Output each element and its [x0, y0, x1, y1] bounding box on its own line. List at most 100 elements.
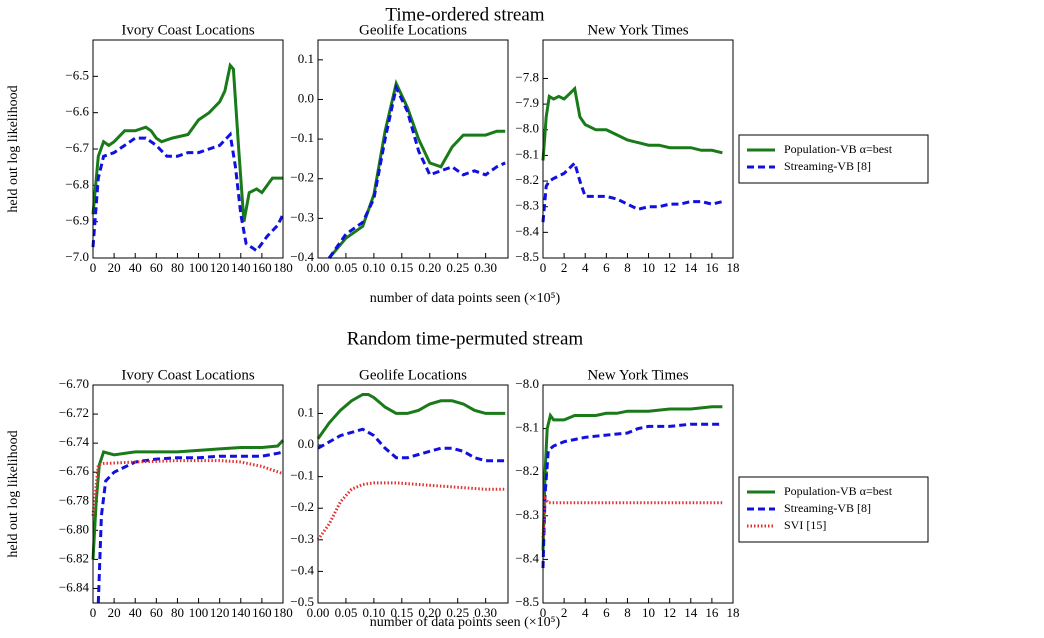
y-tick-label: −6.80 [59, 521, 89, 536]
legend-box [738, 134, 929, 184]
x-tick-label: 180 [273, 260, 293, 275]
series-line [541, 85, 723, 161]
x-tick-label: 0 [540, 260, 547, 275]
y-tick-label: −6.72 [59, 405, 89, 420]
subplot-title: Ivory Coast Locations [121, 367, 254, 383]
y-tick-label: 0.1 [298, 404, 314, 419]
series-line [317, 427, 506, 463]
x-tick-label: 4 [582, 605, 589, 620]
x-tick-label: 6 [603, 260, 610, 275]
x-tick-label: 10 [642, 605, 655, 620]
x-tick-label: 20 [108, 260, 121, 275]
x-tick-label: 0.20 [418, 260, 441, 275]
y-tick-label: −7.9 [515, 95, 539, 110]
y-axis-label: held out log likelihood [6, 430, 21, 557]
x-tick-label: 14 [684, 260, 698, 275]
series-line [91, 459, 284, 516]
x-axis-label: number of data points seen (×10⁵) [370, 291, 561, 306]
x-tick-label: 0.10 [363, 260, 386, 275]
x-tick-label: 0.10 [363, 605, 386, 620]
subplot-title: Geolife Locations [359, 367, 467, 383]
x-tick-label: 8 [624, 605, 631, 620]
x-tick-label: 100 [189, 605, 209, 620]
y-tick-label: 0.0 [298, 436, 314, 451]
series-line [316, 393, 506, 440]
legend-label: Population-VB α=best [784, 484, 893, 498]
y-tick-label: −7.8 [515, 69, 539, 84]
x-tick-label: 0.00 [307, 260, 330, 275]
y-tick-label: −8.5 [515, 249, 539, 264]
x-tick-label: 0.25 [446, 605, 469, 620]
x-tick-label: 140 [231, 605, 251, 620]
y-tick-label: −6.8 [65, 176, 89, 191]
y-tick-label: −8.2 [515, 463, 539, 478]
y-tick-label: −8.4 [515, 223, 539, 238]
y-tick-label: −8.5 [515, 594, 539, 609]
x-tick-label: 8 [624, 260, 631, 275]
y-tick-label: −0.3 [290, 531, 314, 546]
x-tick-label: 0.25 [446, 260, 469, 275]
subplot-title: New York Times [587, 367, 688, 383]
series-line [91, 62, 283, 222]
y-tick-label: −8.3 [515, 198, 539, 213]
plot-frame [317, 39, 509, 259]
y-tick-label: −8.0 [515, 376, 539, 391]
x-tick-label: 12 [663, 260, 676, 275]
y-tick-label: −8.2 [515, 172, 539, 187]
y-tick-label: −6.7 [65, 140, 89, 155]
x-tick-label: 180 [273, 605, 293, 620]
legend-label: SVI [15] [784, 518, 826, 532]
x-tick-label: 18 [727, 605, 740, 620]
x-axis-label: number of data points seen (×10⁵) [370, 615, 561, 630]
x-tick-label: 160 [252, 260, 272, 275]
series-line [541, 160, 723, 223]
row-title: Random time-permuted stream [347, 328, 584, 349]
x-tick-label: 0.30 [474, 605, 497, 620]
x-tick-label: 10 [642, 260, 655, 275]
y-tick-label: −6.82 [59, 550, 89, 565]
series-line [541, 405, 723, 551]
x-tick-label: 40 [129, 605, 142, 620]
subplot-title: New York Times [587, 22, 688, 38]
x-tick-label: 0 [540, 605, 547, 620]
y-tick-label: −0.3 [290, 209, 314, 224]
series-line [328, 79, 506, 259]
x-tick-label: 120 [210, 260, 230, 275]
x-tick-label: 2 [561, 260, 568, 275]
y-tick-label: −8.4 [515, 550, 539, 565]
y-tick-label: 0.0 [298, 90, 314, 105]
x-tick-label: 0.15 [390, 260, 413, 275]
x-tick-label: 120 [210, 605, 230, 620]
y-tick-label: −8.1 [515, 146, 539, 161]
plot-frame [92, 39, 284, 259]
series-line [327, 82, 506, 259]
y-tick-label: −0.5 [290, 594, 314, 609]
x-tick-label: 0.00 [307, 605, 330, 620]
y-tick-label: −6.5 [65, 67, 89, 82]
y-tick-label: −0.2 [290, 170, 314, 185]
x-tick-label: 60 [150, 260, 163, 275]
y-tick-label: −8.3 [515, 507, 539, 522]
y-tick-label: −0.4 [290, 249, 314, 264]
y-tick-label: −0.2 [290, 499, 314, 514]
series-line [91, 131, 285, 253]
x-tick-label: 20 [108, 605, 121, 620]
y-tick-label: −0.4 [290, 562, 314, 577]
x-tick-label: 16 [705, 605, 719, 620]
legend-label: Population-VB α=best [784, 142, 893, 156]
x-tick-label: 140 [231, 260, 251, 275]
legend-label: Streaming-VB [8] [784, 501, 871, 515]
y-tick-label: −6.84 [59, 579, 90, 594]
y-tick-label: −0.1 [290, 468, 314, 483]
x-tick-label: 80 [171, 605, 184, 620]
plot-frame [542, 39, 734, 259]
y-tick-label: −7.0 [65, 249, 89, 264]
series-line [96, 450, 284, 604]
x-tick-label: 0.05 [335, 260, 358, 275]
y-tick-label: −8.0 [515, 121, 539, 136]
y-tick-label: −6.78 [59, 492, 89, 507]
x-tick-label: 0.20 [418, 605, 441, 620]
x-tick-label: 0.15 [390, 605, 413, 620]
x-tick-label: 12 [663, 605, 676, 620]
